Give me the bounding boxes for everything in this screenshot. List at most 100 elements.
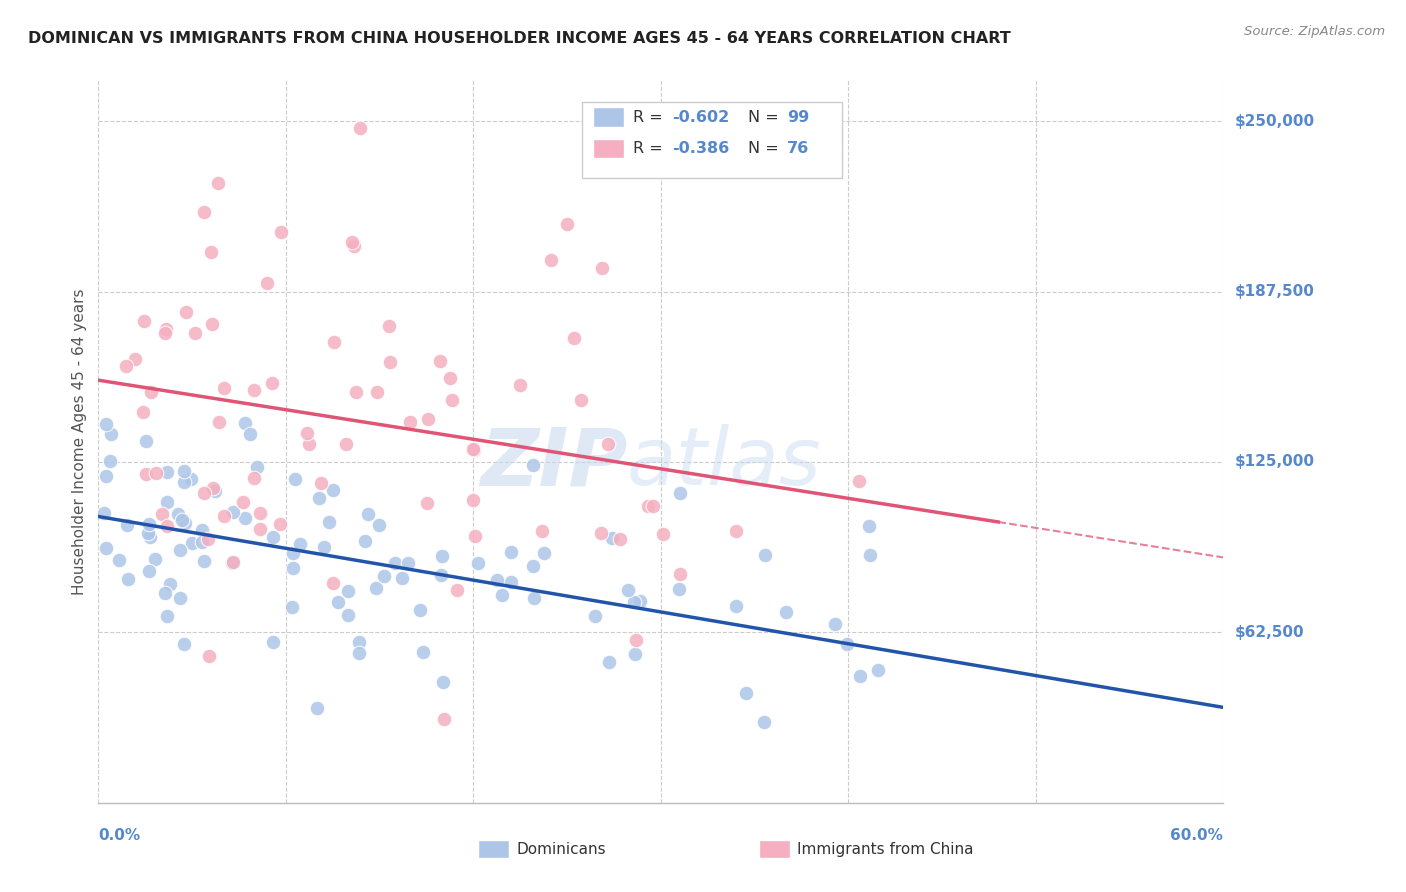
Point bbox=[172, 513, 194, 527]
Point bbox=[569, 392, 592, 407]
Point bbox=[193, 554, 215, 568]
Point bbox=[221, 556, 243, 570]
Point bbox=[156, 519, 179, 533]
Point bbox=[138, 516, 160, 531]
Point bbox=[668, 582, 690, 596]
Point bbox=[643, 500, 665, 514]
Point bbox=[200, 317, 222, 331]
Point bbox=[150, 507, 173, 521]
Point bbox=[184, 326, 207, 340]
Point bbox=[858, 519, 880, 533]
Point bbox=[153, 586, 176, 600]
Point bbox=[222, 555, 245, 569]
Point bbox=[540, 252, 562, 267]
Point bbox=[281, 546, 304, 560]
Point bbox=[624, 632, 647, 647]
Point bbox=[859, 549, 882, 563]
Point bbox=[429, 354, 451, 368]
Point bbox=[623, 595, 645, 609]
Point bbox=[522, 558, 544, 573]
Point bbox=[461, 493, 484, 508]
Point bbox=[343, 239, 366, 253]
Text: 0.0%: 0.0% bbox=[98, 828, 141, 843]
Point bbox=[391, 571, 413, 585]
Point bbox=[201, 481, 224, 495]
Point bbox=[156, 608, 179, 623]
Point bbox=[357, 508, 380, 522]
Text: -0.602: -0.602 bbox=[672, 110, 730, 125]
Point bbox=[522, 458, 544, 473]
Point bbox=[312, 541, 335, 555]
Point bbox=[197, 532, 219, 546]
Point bbox=[396, 557, 419, 571]
Point bbox=[94, 541, 117, 555]
Point bbox=[652, 526, 675, 541]
Point bbox=[138, 564, 160, 578]
Text: 60.0%: 60.0% bbox=[1170, 828, 1223, 843]
Point bbox=[848, 475, 870, 489]
Point bbox=[281, 600, 304, 615]
Point bbox=[591, 260, 613, 275]
Point bbox=[281, 561, 304, 575]
Point bbox=[174, 516, 197, 531]
Point bbox=[335, 437, 357, 451]
Point bbox=[270, 225, 292, 239]
Point bbox=[139, 530, 162, 544]
Point bbox=[117, 572, 139, 586]
Point bbox=[583, 608, 606, 623]
Point bbox=[204, 483, 226, 498]
Point bbox=[249, 522, 271, 536]
Point bbox=[249, 507, 271, 521]
Point bbox=[754, 548, 776, 562]
Point bbox=[242, 471, 264, 485]
Point bbox=[94, 417, 117, 431]
Point bbox=[208, 415, 231, 429]
Point bbox=[555, 217, 578, 231]
Point bbox=[156, 465, 179, 479]
Point bbox=[94, 468, 117, 483]
Point bbox=[131, 405, 153, 419]
Point bbox=[115, 359, 138, 373]
Point bbox=[412, 645, 434, 659]
Point bbox=[531, 524, 554, 538]
Point bbox=[135, 467, 157, 482]
Point bbox=[368, 518, 391, 533]
Point bbox=[669, 486, 692, 500]
Point bbox=[93, 507, 115, 521]
Point bbox=[336, 608, 359, 623]
Point bbox=[378, 355, 401, 369]
Text: R =: R = bbox=[633, 141, 668, 156]
Point bbox=[173, 475, 195, 489]
Point bbox=[136, 526, 159, 541]
Point bbox=[467, 556, 489, 570]
Text: Dominicans: Dominicans bbox=[516, 842, 606, 856]
Point bbox=[100, 426, 122, 441]
Point bbox=[193, 205, 215, 219]
Point bbox=[107, 553, 129, 567]
Point bbox=[243, 383, 266, 397]
Point bbox=[145, 466, 167, 480]
Point bbox=[849, 668, 872, 682]
Point bbox=[432, 675, 454, 690]
Point bbox=[212, 381, 235, 395]
Point bbox=[439, 371, 461, 385]
Point bbox=[628, 594, 651, 608]
Point bbox=[725, 599, 748, 614]
Point bbox=[207, 176, 229, 190]
Point bbox=[155, 322, 177, 336]
Point bbox=[260, 376, 283, 391]
Point bbox=[180, 472, 202, 486]
Point bbox=[349, 120, 371, 135]
Text: $187,500: $187,500 bbox=[1234, 284, 1315, 299]
Point bbox=[200, 245, 222, 260]
Point bbox=[239, 427, 262, 442]
Point bbox=[308, 491, 330, 505]
Point bbox=[193, 486, 215, 500]
Text: Source: ZipAtlas.com: Source: ZipAtlas.com bbox=[1244, 25, 1385, 38]
Point bbox=[326, 595, 349, 609]
Text: ZIP: ZIP bbox=[479, 425, 627, 502]
Point bbox=[198, 648, 221, 663]
Text: N =: N = bbox=[748, 141, 785, 156]
Point bbox=[159, 576, 181, 591]
Point bbox=[523, 591, 546, 605]
